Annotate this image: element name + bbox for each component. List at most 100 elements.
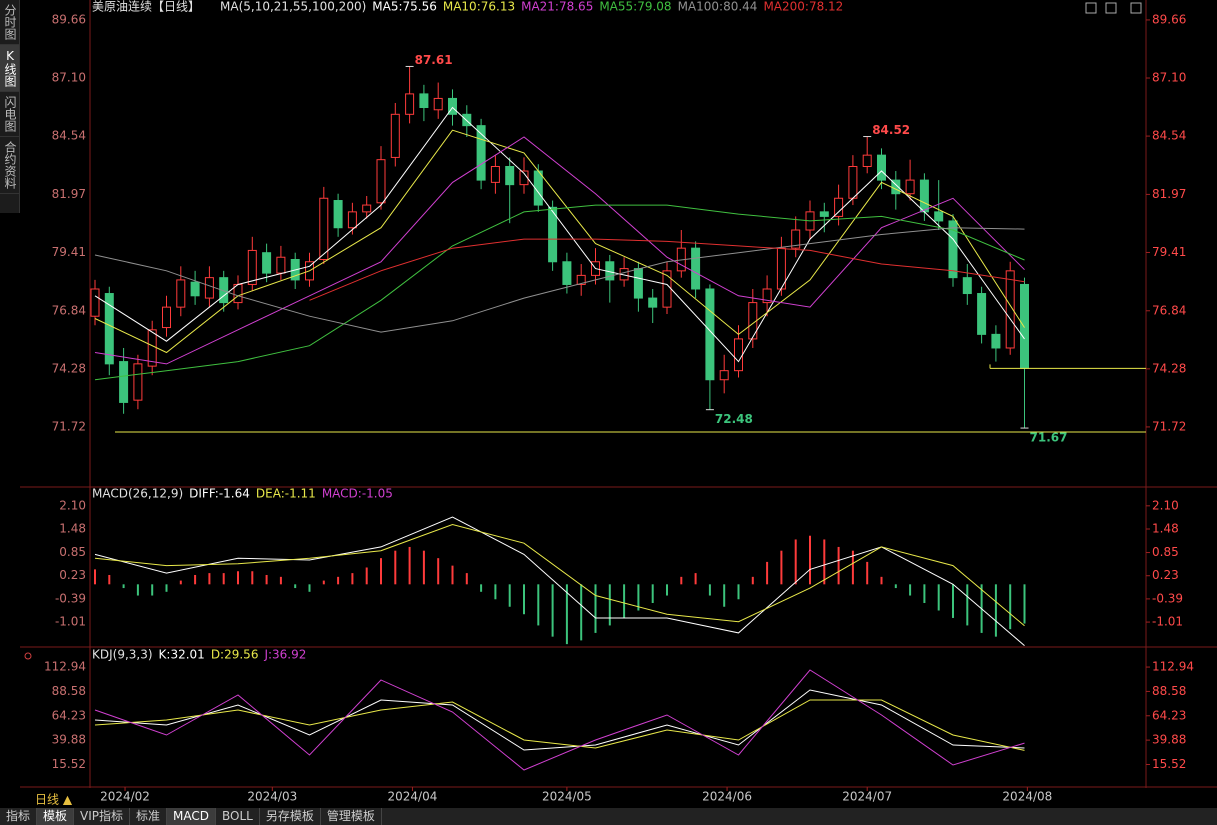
candle-body: [176, 279, 186, 308]
y-tick-label: 84.54: [1152, 129, 1186, 143]
candle-body: [948, 220, 958, 279]
legend-item: MA55:79.08: [599, 0, 671, 14]
candle-body: [448, 97, 457, 115]
y-tick-label: 64.23: [52, 708, 86, 722]
y-tick-label: 112.94: [1152, 660, 1194, 674]
candle-body: [333, 200, 343, 229]
y-tick-label: 81.97: [1152, 187, 1186, 201]
legend-item: MA200:78.12: [763, 0, 843, 14]
x-tick-label: 2024/04: [388, 790, 438, 804]
x-tick-label: 2024/06: [702, 790, 752, 804]
candle-body: [633, 268, 643, 299]
y-tick-label: -0.39: [1152, 591, 1183, 605]
period-label[interactable]: 日线 ▲: [35, 793, 73, 807]
y-tick-label: 39.88: [52, 733, 86, 747]
y-tick-label: 2.10: [1152, 498, 1179, 512]
bottom-tab[interactable]: MACD: [167, 808, 217, 825]
candle-body: [505, 165, 515, 186]
y-tick-label: 1.48: [1152, 521, 1179, 535]
legend-item: MA100:80.44: [678, 0, 758, 14]
y-tick-label: 79.41: [52, 245, 86, 259]
bottom-tab[interactable]: 模板: [37, 808, 75, 825]
line-series: [94, 699, 1025, 751]
y-tick-label: 0.85: [59, 545, 86, 559]
y-tick-label: 76.84: [52, 303, 86, 317]
legend-item: J:36.92: [263, 648, 306, 662]
settings-icon[interactable]: [24, 652, 32, 660]
legend-item: MACD(26,12,9): [92, 487, 183, 501]
sidebar-tab[interactable]: 分时图: [0, 0, 19, 45]
candle-body: [319, 197, 329, 261]
bottom-tab[interactable]: 管理模板: [321, 808, 382, 825]
y-tick-label: 112.94: [44, 660, 86, 674]
bottom-tab[interactable]: VIP指标: [74, 808, 131, 825]
y-tick-label: 64.23: [1152, 708, 1186, 722]
bottom-tab[interactable]: BOLL: [216, 808, 260, 825]
candle-body: [190, 281, 200, 297]
line-series: [94, 129, 1025, 354]
candle-body: [548, 206, 558, 263]
legend-item: D:29.56: [211, 648, 259, 662]
y-tick-label: 1.48: [59, 521, 86, 535]
y-tick-label: 15.52: [1152, 757, 1186, 771]
candle-body: [219, 277, 229, 304]
y-tick-label: 71.72: [1152, 419, 1186, 433]
sidebar-tab[interactable]: 合约资料: [0, 137, 19, 194]
candle-body: [848, 165, 858, 199]
y-tick-label: 74.28: [1152, 361, 1186, 375]
legend-item: MA21:78.65: [521, 0, 593, 14]
x-tick-label: 2024/07: [842, 790, 892, 804]
candle-body: [490, 165, 500, 183]
y-tick-label: 88.58: [1152, 684, 1186, 698]
legend-item: MACD:-1.05: [322, 487, 393, 501]
y-tick-label: 87.10: [52, 71, 86, 85]
candle-body: [362, 204, 372, 213]
line-series: [309, 238, 1025, 301]
candle-body: [862, 154, 872, 167]
y-tick-label: 88.58: [52, 684, 86, 698]
candle-body: [576, 274, 586, 285]
bottom-tab[interactable]: 标准: [130, 808, 168, 825]
annotation-label: 87.61: [415, 53, 453, 67]
legend-item: MA(5,10,21,55,100,200): [220, 0, 366, 14]
sidebar-tab[interactable]: 闪电图: [0, 92, 19, 137]
bottom-tab[interactable]: 指标: [0, 808, 38, 825]
legend-item: KDJ(9,3,3): [92, 648, 153, 662]
candle-body: [991, 333, 1001, 349]
line-series: [94, 516, 1025, 646]
y-tick-label: 0.23: [59, 568, 86, 582]
candle-body: [648, 297, 658, 308]
y-tick-label: -1.01: [1152, 615, 1183, 629]
y-tick-label: 15.52: [52, 757, 86, 771]
candle-body: [562, 261, 572, 285]
candle-body: [762, 288, 772, 304]
legend-item: MA5:75.56: [372, 0, 437, 14]
candle-body: [347, 211, 357, 229]
candle-body: [262, 252, 272, 274]
line-series: [94, 669, 1025, 771]
candle-body: [662, 270, 672, 308]
candle-body: [962, 277, 972, 295]
candle-body: [834, 197, 844, 217]
y-tick-label: 89.66: [52, 12, 86, 26]
legend-item: DIFF:-1.64: [189, 487, 250, 501]
y-tick-label: 71.72: [52, 419, 86, 433]
candle-body: [419, 93, 429, 109]
y-tick-label: 0.23: [1152, 568, 1179, 582]
candle-body: [1020, 283, 1029, 369]
line-series: [94, 523, 1025, 627]
candle-body: [376, 159, 386, 204]
chart: 日线 ▲ 89.66 89.66 87.10 87.10 84.54 84.54 81.97…: [20, 0, 1217, 807]
annotation-label: 84.52: [872, 123, 910, 137]
y-tick-label: 89.66: [1152, 12, 1186, 26]
x-tick-label: 2024/02: [100, 790, 150, 804]
window-icons[interactable]: [1085, 2, 1142, 14]
bottom-tab[interactable]: 另存模板: [260, 808, 321, 825]
candle-body: [691, 247, 701, 290]
line-series: [94, 227, 1025, 333]
annotation-label: 72.48: [715, 412, 753, 426]
sidebar-tab[interactable]: K线图: [0, 45, 19, 92]
candle-body: [405, 93, 415, 115]
legend-item: 美原油连续【日线】: [92, 0, 200, 14]
